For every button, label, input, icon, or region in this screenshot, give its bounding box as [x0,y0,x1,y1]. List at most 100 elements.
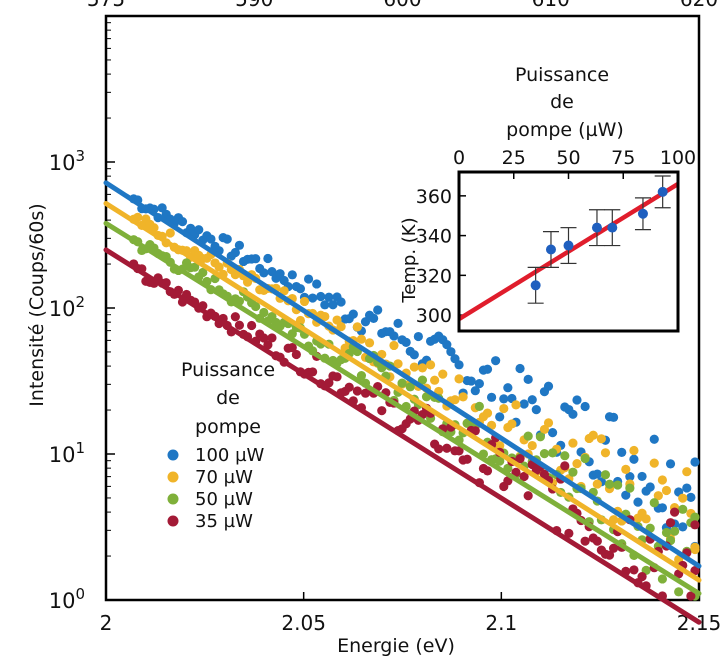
data-point [279,286,289,296]
data-point [686,591,696,601]
fit-line-50uw [103,220,702,596]
data-point [682,483,692,493]
legend-label: 50 µW [195,489,253,510]
data-point [690,457,700,467]
inset-marker [637,208,648,219]
data-point [316,291,326,302]
data-point [690,512,700,522]
inset-y-tick-label: 360 [416,186,452,208]
data-point [592,536,602,546]
y-tick-label: 101 [49,439,85,467]
data-point [332,315,342,325]
data-point [263,253,273,264]
data-point [649,434,659,444]
data-point [482,466,493,476]
data-point [247,320,257,331]
data-point [267,333,277,343]
data-point [251,254,261,264]
legend-marker [167,449,179,461]
data-point [547,428,558,438]
data-point [649,498,659,508]
data-point [507,419,517,429]
data-point [580,453,590,464]
data-point [393,318,403,328]
data-point [450,395,460,405]
data-point [596,434,606,444]
data-point [198,267,208,278]
data-point [291,349,301,360]
data-point [234,320,245,330]
data-point [389,331,399,341]
data-point [214,262,224,272]
data-point [454,446,464,456]
data-point [377,406,387,416]
data-point [352,386,362,396]
data-point [629,454,639,464]
data-point [600,448,611,458]
top-axis-tick-label: 600 [383,0,421,11]
data-point [539,448,550,459]
inset-x-tick-label: 25 [502,147,526,169]
legend-title-line-1: Puissance [181,359,275,381]
data-point [466,376,476,386]
series-100uw-points [129,194,700,552]
data-point [649,458,659,468]
data-point [515,363,525,374]
data-point [287,342,297,353]
data-point [442,443,452,453]
data-point [604,479,615,489]
top-axis-tick-label: 620 [680,0,718,11]
data-point [686,492,696,503]
data-point [519,399,529,409]
data-point [499,394,509,404]
data-point [430,375,440,385]
data-point [523,491,533,501]
data-point [287,270,297,280]
data-point [413,331,423,342]
data-point [543,418,554,428]
legend-title-line-2: de [216,387,240,409]
data-point [645,482,655,492]
data-point [267,266,277,277]
inset-data-point [527,266,544,304]
data-point [177,217,188,227]
inset-data-point [560,227,577,265]
data-point [568,438,578,448]
data-point [564,528,574,538]
top-axis-tick-label: 610 [532,0,570,11]
data-point [527,395,537,405]
data-point [560,451,570,461]
data-point [405,382,415,392]
inset-marker [607,222,618,233]
x-tick-label: 2 [100,611,113,635]
data-point [543,381,554,391]
data-point [657,574,667,584]
data-point [417,375,428,385]
data-point [535,432,545,442]
fit-line-35uw [103,247,702,625]
legend-marker [167,515,179,527]
data-point [678,522,688,532]
data-point [438,369,448,379]
x-axis-ticks: 22.052.12.15 [100,592,721,635]
data-point [588,430,598,440]
inset-data-point [588,209,605,247]
inset-frame [457,170,680,333]
data-point [165,228,175,238]
data-point [653,491,663,501]
y-tick-label: 103 [49,147,85,175]
data-point [194,225,204,235]
data-point [617,447,627,457]
data-point [320,311,330,322]
inset-marker [657,186,668,197]
y-tick-label: 102 [49,293,85,321]
data-point [474,401,484,411]
data-point [580,536,590,546]
y-tick-label: 100 [49,585,85,613]
data-point [568,467,578,477]
inset-x-label-line-3: pompe (µW) [506,119,624,141]
data-point [446,347,456,357]
